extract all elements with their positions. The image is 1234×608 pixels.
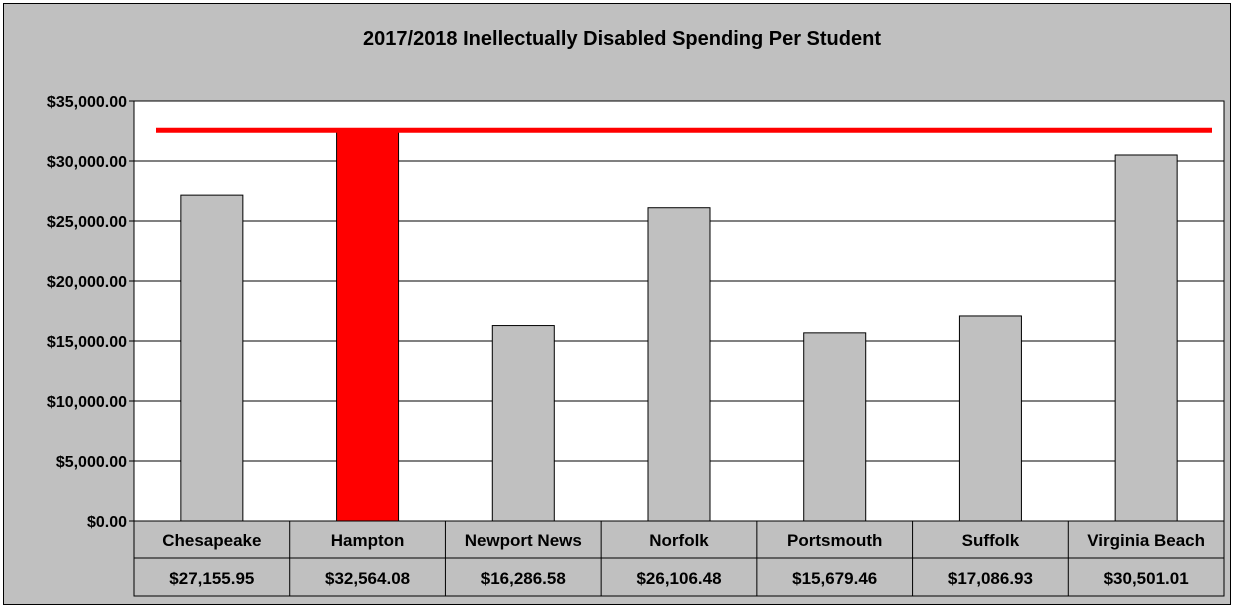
bar-suffolk bbox=[958, 315, 1022, 522]
value-label: $15,679.46 bbox=[792, 569, 877, 588]
value-label: $32,564.08 bbox=[325, 569, 410, 588]
chart-title: 2017/2018 Inellectually Disabled Spendin… bbox=[363, 28, 881, 50]
category-label: Suffolk bbox=[962, 531, 1020, 550]
bar-virginia-beach bbox=[1114, 154, 1178, 522]
y-tick-label: $30,000.00 bbox=[47, 154, 127, 171]
y-tick-label: $0.00 bbox=[87, 514, 127, 531]
bar-hampton bbox=[336, 129, 400, 522]
chart-frame: 2017/2018 Inellectually Disabled Spendin… bbox=[3, 3, 1231, 605]
y-tick-label: $20,000.00 bbox=[47, 274, 127, 291]
value-label: $27,155.95 bbox=[169, 569, 254, 588]
y-tick-label: $15,000.00 bbox=[47, 334, 127, 351]
y-tick-label: $5,000.00 bbox=[56, 454, 127, 471]
data-table: Chesapeake $27,155.95 Hampton $32,564.08 New… bbox=[133, 520, 1225, 597]
y-tick-label: $25,000.00 bbox=[47, 214, 127, 231]
y-tick-label: $10,000.00 bbox=[47, 394, 127, 411]
category-label: Hampton bbox=[331, 531, 405, 550]
bars bbox=[180, 129, 1178, 522]
bar-portsmouth bbox=[803, 332, 867, 522]
bar-chesapeake bbox=[180, 194, 244, 522]
bar-norfolk bbox=[647, 207, 711, 522]
value-label: $26,106.48 bbox=[636, 569, 721, 588]
category-label: Chesapeake bbox=[162, 531, 261, 550]
category-label: Virginia Beach bbox=[1087, 531, 1205, 550]
category-label: Newport News bbox=[465, 531, 582, 550]
category-label: Portsmouth bbox=[787, 531, 882, 550]
value-label: $30,501.01 bbox=[1104, 569, 1189, 588]
bar-newport-news bbox=[491, 325, 555, 522]
y-tick-label: $35,000.00 bbox=[47, 94, 127, 111]
chart-svg: 2017/2018 Inellectually Disabled Spendin… bbox=[47, 28, 1225, 597]
value-label: $16,286.58 bbox=[481, 569, 566, 588]
value-label: $17,086.93 bbox=[948, 569, 1033, 588]
category-label: Norfolk bbox=[649, 531, 709, 550]
y-axis-tick-labels: $0.00 $5,000.00 $10,000.00 $15,000.00 $20,00… bbox=[47, 94, 127, 531]
